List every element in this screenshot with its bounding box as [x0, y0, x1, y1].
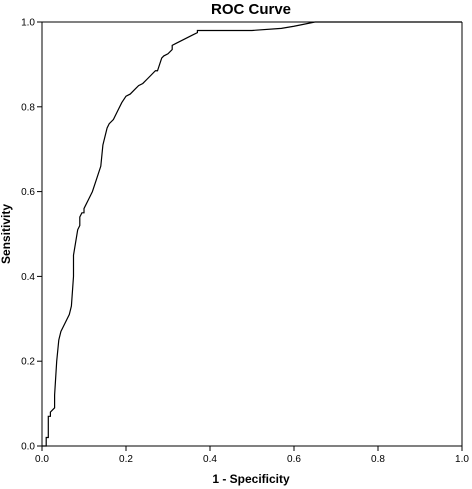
y-tick-label: 0.6 — [21, 187, 35, 198]
y-tick-label: 1.0 — [21, 18, 35, 29]
x-tick-label: 1.0 — [455, 454, 469, 465]
x-tick-label: 0.0 — [35, 454, 49, 465]
y-tick-label: 0.8 — [21, 102, 35, 113]
x-tick-label: 0.8 — [371, 454, 385, 465]
y-axis-label: Sensitivity — [0, 204, 13, 264]
roc-curve-line — [42, 21, 462, 447]
y-tick-label: 0.2 — [21, 357, 35, 368]
y-tick-label: 0.4 — [21, 272, 35, 283]
y-tick-label: 0.0 — [21, 442, 35, 453]
plot-area: 0.0 0.2 0.4 0.6 0.8 1.0 0.0 0.2 0.4 0.6 0.8 1.0 — [21, 18, 469, 466]
chart-title: ROC Curve — [211, 1, 291, 18]
x-tick-label: 0.4 — [203, 454, 217, 465]
x-tick-label: 0.6 — [287, 454, 301, 465]
x-tick-label: 0.2 — [119, 454, 133, 465]
x-axis-label: 1 - Specificity — [212, 472, 290, 486]
